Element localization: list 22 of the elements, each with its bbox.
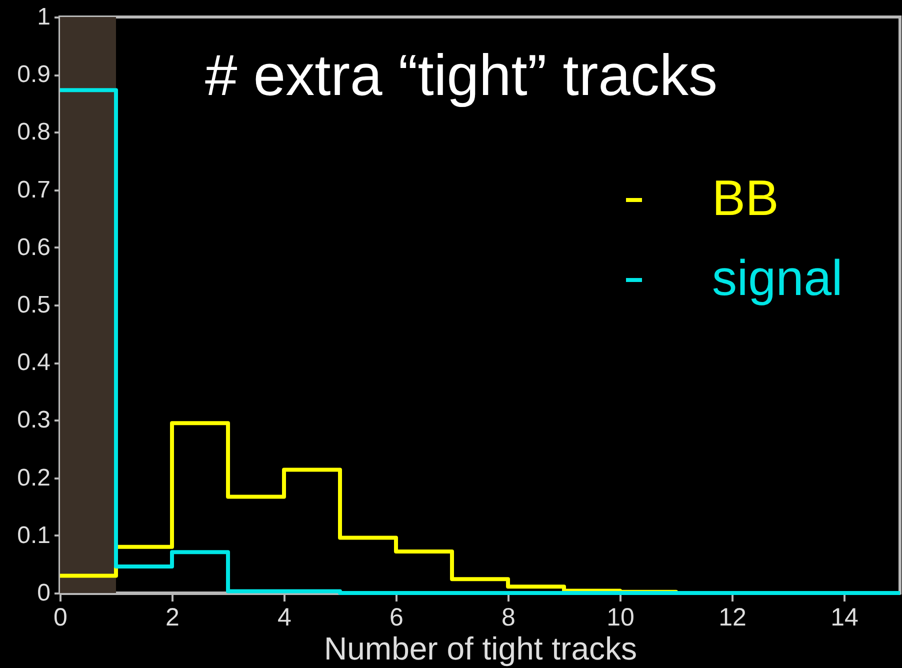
y-tick-label: 0.5 bbox=[17, 292, 50, 318]
x-tick-label: 2 bbox=[166, 604, 180, 632]
y-tick-label: 0.2 bbox=[17, 464, 50, 492]
x-axis-title: Number of tight tracks bbox=[324, 630, 637, 666]
y-tick-label: 0.3 bbox=[17, 406, 50, 434]
y-tick-label: 1 bbox=[37, 4, 50, 30]
legend-label: signal bbox=[712, 250, 843, 306]
x-tick-label: 12 bbox=[718, 604, 746, 632]
legend-label: BB bbox=[712, 170, 779, 226]
x-tick-label: 8 bbox=[502, 604, 516, 632]
x-tick-label: 4 bbox=[278, 604, 292, 632]
chart-title: # extra “tight” tracks bbox=[205, 43, 718, 108]
y-tick-label: 0.7 bbox=[17, 176, 50, 204]
y-tick-label: 0.9 bbox=[17, 61, 50, 88]
x-tick-label: 10 bbox=[606, 604, 634, 632]
y-tick-label: 0.8 bbox=[17, 118, 50, 146]
y-tick-label: 0.6 bbox=[17, 234, 50, 261]
x-tick-label: 14 bbox=[830, 604, 858, 632]
x-tick-label: 6 bbox=[390, 604, 404, 632]
y-tick-label: 0.1 bbox=[17, 522, 50, 549]
y-tick-label: 0.4 bbox=[17, 349, 50, 376]
y-tick-label: 0 bbox=[37, 580, 50, 606]
